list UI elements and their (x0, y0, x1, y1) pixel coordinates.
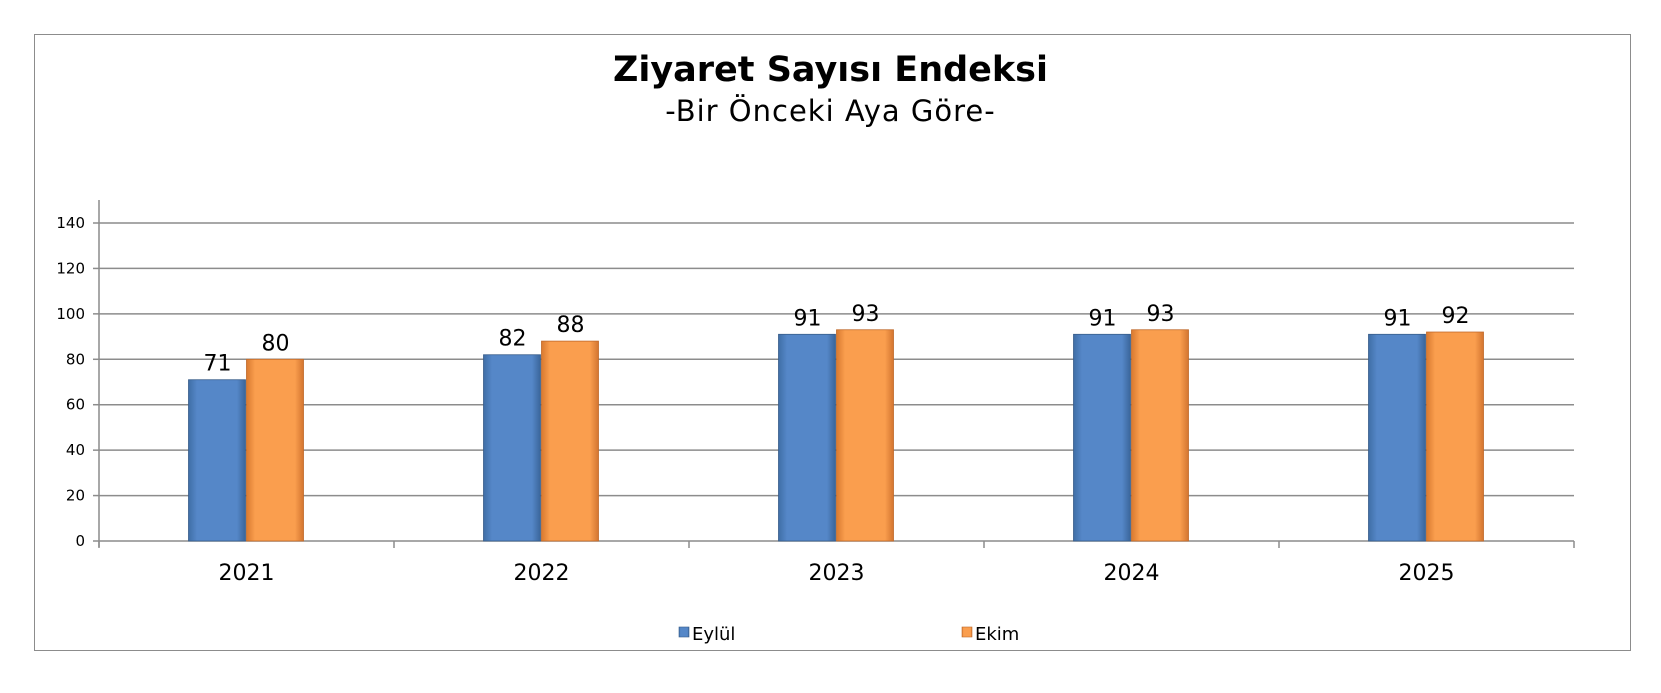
x-tick-label: 2024 (1104, 561, 1160, 586)
bar-eylül (188, 379, 246, 542)
y-tick-label: 40 (66, 441, 85, 459)
y-tick-label: 120 (56, 259, 85, 277)
bar-ekim (1426, 331, 1484, 542)
bar-eylül (1073, 333, 1131, 542)
bar-ekim (836, 329, 894, 542)
data-label: 80 (262, 331, 290, 356)
data-label: 88 (557, 313, 585, 338)
bar-ekim (541, 340, 599, 542)
y-tick-label: 20 (66, 487, 85, 505)
bar-eylül (1368, 333, 1426, 542)
bar-ekim (1131, 329, 1189, 542)
y-tick-label: 140 (56, 214, 85, 232)
data-label: 91 (1089, 306, 1117, 331)
y-tick-label: 80 (66, 350, 85, 368)
x-tick-label: 2022 (514, 561, 570, 586)
data-label: 93 (852, 302, 880, 327)
data-label: 82 (499, 327, 527, 352)
legend-label: Eylül (692, 624, 735, 645)
chart-subtitle: -Bir Önceki Aya Göre- (665, 94, 996, 128)
chart-frame (34, 34, 1631, 651)
x-tick-label: 2021 (219, 561, 275, 586)
data-label: 92 (1442, 304, 1470, 329)
data-label: 93 (1147, 302, 1175, 327)
x-tick-label: 2023 (809, 561, 865, 586)
y-tick-label: 100 (56, 305, 85, 323)
bar-eylül (483, 354, 541, 542)
bar-eylül (778, 333, 836, 542)
data-label: 71 (204, 352, 232, 377)
legend-swatch-ekim (961, 626, 973, 638)
bar-ekim (246, 358, 304, 542)
legend-swatch-eylül (678, 626, 690, 638)
data-label: 91 (794, 306, 822, 331)
x-tick-label: 2025 (1399, 561, 1455, 586)
data-label: 91 (1384, 306, 1412, 331)
y-tick-label: 0 (75, 532, 85, 550)
chart-title: Ziyaret Sayısı Endeksi (612, 50, 1049, 90)
legend-label: Ekim (975, 624, 1019, 645)
y-tick-label: 60 (66, 396, 85, 414)
